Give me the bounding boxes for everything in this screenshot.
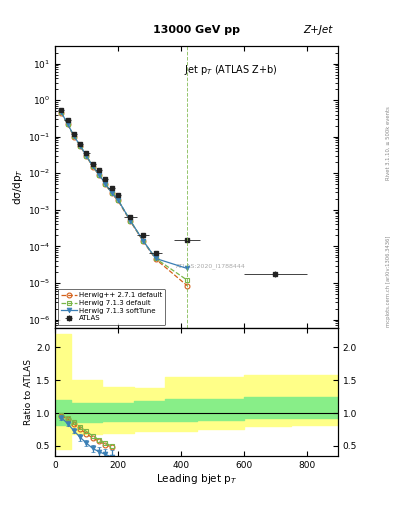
Herwig++ 2.7.1 default	[153, 256, 158, 262]
Herwig++ 2.7.1 default	[78, 143, 83, 150]
Y-axis label: Ratio to ATLAS: Ratio to ATLAS	[24, 359, 33, 424]
Herwig 7.1.3 softTune	[84, 153, 89, 159]
Y-axis label: dσ/dp$_T$: dσ/dp$_T$	[11, 168, 25, 205]
Herwig 7.1.3 default	[97, 172, 101, 178]
Herwig 7.1.3 default	[84, 153, 89, 159]
Herwig 7.1.3 default	[153, 255, 158, 262]
Line: Herwig++ 2.7.1 default: Herwig++ 2.7.1 default	[59, 111, 189, 288]
Text: Z+Jet: Z+Jet	[303, 25, 332, 35]
Herwig 7.1.3 default	[59, 110, 64, 116]
Herwig 7.1.3 default	[185, 277, 189, 283]
Herwig 7.1.3 softTune	[116, 197, 120, 203]
Herwig++ 2.7.1 default	[72, 134, 76, 140]
Herwig 7.1.3 default	[103, 181, 108, 187]
Herwig++ 2.7.1 default	[128, 219, 133, 225]
Herwig++ 2.7.1 default	[103, 181, 108, 187]
Text: ATLAS:2020_I1788444: ATLAS:2020_I1788444	[176, 263, 246, 269]
Legend: Herwig++ 2.7.1 default, Herwig 7.1.3 default, Herwig 7.1.3 softTune, ATLAS: Herwig++ 2.7.1 default, Herwig 7.1.3 def…	[58, 289, 165, 325]
Text: 13000 GeV pp: 13000 GeV pp	[153, 25, 240, 35]
Herwig 7.1.3 softTune	[59, 110, 64, 116]
Herwig++ 2.7.1 default	[59, 110, 64, 116]
Herwig++ 2.7.1 default	[109, 190, 114, 197]
Herwig++ 2.7.1 default	[65, 121, 70, 127]
Herwig 7.1.3 default	[78, 142, 83, 148]
Herwig 7.1.3 softTune	[128, 218, 133, 224]
Herwig++ 2.7.1 default	[90, 164, 95, 170]
Herwig 7.1.3 default	[116, 197, 120, 203]
Line: Herwig 7.1.3 softTune: Herwig 7.1.3 softTune	[59, 110, 189, 271]
Herwig 7.1.3 default	[72, 133, 76, 139]
Herwig 7.1.3 default	[65, 121, 70, 127]
Herwig 7.1.3 default	[141, 238, 145, 244]
Herwig++ 2.7.1 default	[84, 153, 89, 159]
Text: Rivet 3.1.10, ≥ 500k events: Rivet 3.1.10, ≥ 500k events	[386, 106, 391, 180]
Herwig++ 2.7.1 default	[116, 198, 120, 204]
Herwig++ 2.7.1 default	[185, 283, 189, 289]
Herwig 7.1.3 default	[128, 218, 133, 224]
Herwig++ 2.7.1 default	[141, 238, 145, 244]
Line: Herwig 7.1.3 default: Herwig 7.1.3 default	[59, 110, 189, 283]
Herwig 7.1.3 softTune	[65, 121, 70, 127]
Herwig 7.1.3 softTune	[153, 255, 158, 262]
Herwig 7.1.3 softTune	[97, 172, 101, 178]
Text: mcplots.cern.ch [arXiv:1306.3436]: mcplots.cern.ch [arXiv:1306.3436]	[386, 236, 391, 327]
Herwig 7.1.3 softTune	[141, 238, 145, 244]
Herwig 7.1.3 softTune	[103, 181, 108, 187]
Herwig 7.1.3 softTune	[78, 142, 83, 148]
Herwig 7.1.3 softTune	[185, 265, 189, 271]
Herwig 7.1.3 default	[90, 163, 95, 169]
X-axis label: Leading bjet p$_T$: Leading bjet p$_T$	[156, 472, 237, 486]
Herwig 7.1.3 softTune	[109, 190, 114, 196]
Herwig++ 2.7.1 default	[97, 172, 101, 178]
Herwig 7.1.3 softTune	[72, 133, 76, 139]
Herwig 7.1.3 softTune	[90, 163, 95, 169]
Herwig 7.1.3 default	[109, 190, 114, 196]
Text: Jet p$_T$ (ATLAS Z+b): Jet p$_T$ (ATLAS Z+b)	[184, 63, 277, 77]
